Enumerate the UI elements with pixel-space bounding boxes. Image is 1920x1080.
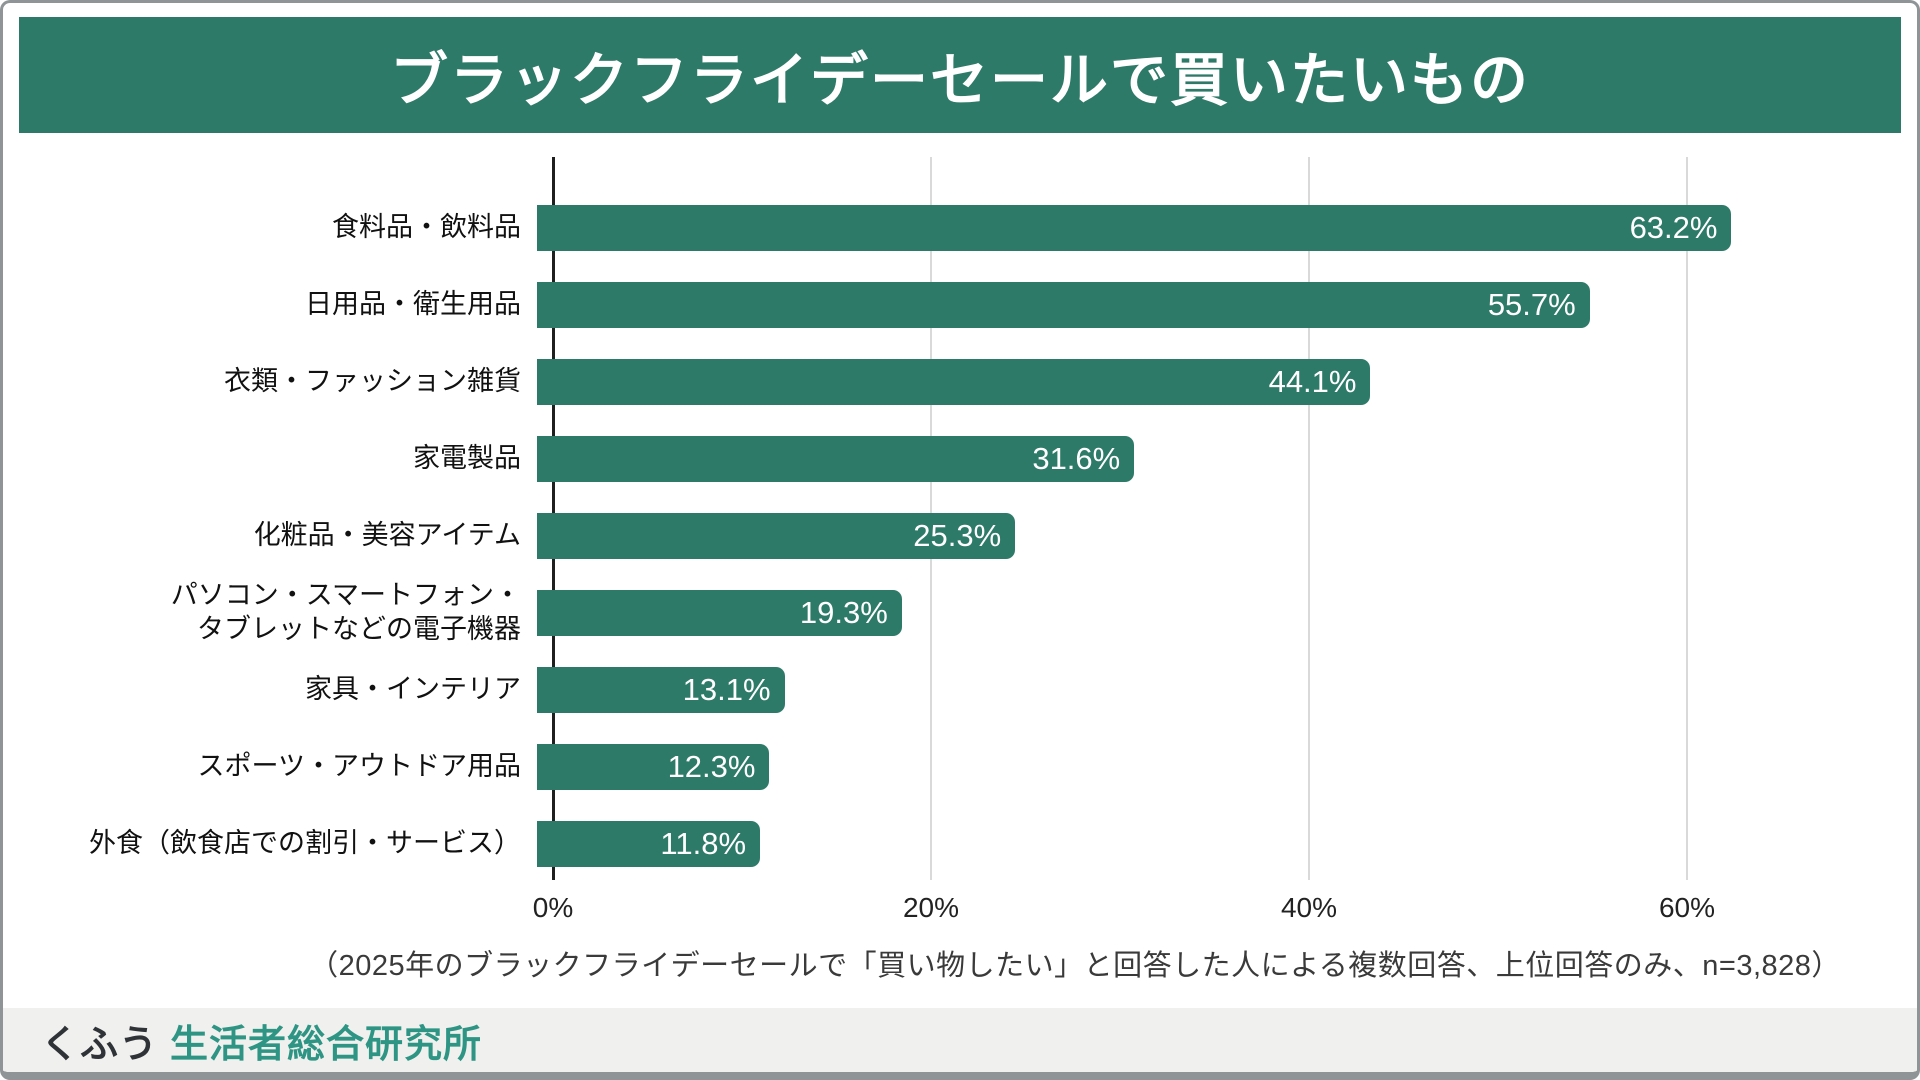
bar-row: 外食（飲食店での割引・サービス） 11.8%: [3, 805, 1917, 882]
value-label: 19.3%: [799, 594, 888, 630]
title-banner: ブラックフライデーセールで買いたいもの: [19, 17, 1901, 133]
category-label: パソコン・スマートフォン・ タブレットなどの電子機器: [170, 579, 521, 644]
bar: 31.6%: [537, 435, 1135, 482]
bar: 12.3%: [537, 743, 770, 790]
value-label: 31.6%: [1032, 440, 1121, 476]
category-label: 日用品・衛生用品: [305, 288, 521, 319]
page-title: ブラックフライデーセールで買いたいもの: [389, 48, 1530, 113]
category-label: 家具・インテリア: [305, 673, 521, 704]
bar: 44.1%: [537, 358, 1371, 405]
bar: 19.3%: [537, 589, 902, 636]
category-label: 食料品・飲料品: [332, 211, 521, 242]
bar-track: 11.8%: [537, 820, 1917, 867]
bar: 13.1%: [537, 666, 785, 713]
bar: 55.7%: [537, 281, 1590, 328]
value-label: 44.1%: [1268, 363, 1357, 399]
bar-track: 44.1%: [537, 358, 1917, 405]
value-label: 12.3%: [667, 748, 756, 784]
bar-track: 63.2%: [537, 204, 1917, 251]
x-tick-60: 60%: [1658, 892, 1716, 923]
bar-track: 31.6%: [537, 435, 1917, 482]
bar: 25.3%: [537, 512, 1016, 559]
footer-bar: くふう 生活者総合研究所: [3, 1008, 1917, 1072]
bar-track: 12.3%: [537, 743, 1917, 790]
value-label: 25.3%: [913, 517, 1002, 553]
x-axis-ticks: 0% 20% 40% 60%: [3, 880, 1917, 932]
x-tick-20: 20%: [902, 892, 960, 923]
value-label: 13.1%: [682, 671, 771, 707]
bar-row: スポーツ・アウトドア用品 12.3%: [3, 728, 1917, 805]
bar: 63.2%: [537, 204, 1732, 251]
gridline-40: [1308, 157, 1310, 880]
bar-row: 食料品・飲料品 63.2%: [3, 189, 1917, 266]
bar-row: 化粧品・美容アイテム 25.3%: [3, 497, 1917, 574]
x-tick-40: 40%: [1280, 892, 1338, 923]
survey-footnote: （2025年のブラックフライデーセールで「買い物したい」と回答した人による複数回…: [309, 950, 1841, 982]
category-label: スポーツ・アウトドア用品: [197, 750, 521, 781]
gridline-60: [1686, 157, 1688, 880]
category-label: 外食（飲食店での割引・サービス）: [89, 827, 521, 858]
bar-row: 家電製品 31.6%: [3, 420, 1917, 497]
bar-track: 25.3%: [537, 512, 1917, 559]
brand-logo-name: 生活者総合研究所: [170, 1023, 483, 1066]
bar-chart: 食料品・飲料品 63.2% 日用品・衛生用品 55.7% 衣類・ファッション雑貨…: [3, 157, 1917, 880]
bar-rows: 食料品・飲料品 63.2% 日用品・衛生用品 55.7% 衣類・ファッション雑貨…: [3, 189, 1917, 882]
brand-logo-prefix: くふう: [41, 1023, 159, 1066]
bar-track: 19.3%: [537, 589, 1917, 636]
bar-track: 55.7%: [537, 281, 1917, 328]
value-label: 55.7%: [1487, 286, 1576, 322]
bar-row: 家具・インテリア 13.1%: [3, 651, 1917, 728]
bar: 11.8%: [537, 820, 761, 867]
category-label: 化粧品・美容アイテム: [253, 519, 521, 550]
bar-row: 衣類・ファッション雑貨 44.1%: [3, 343, 1917, 420]
category-label: 家電製品: [413, 442, 521, 473]
category-label: 衣類・ファッション雑貨: [224, 365, 521, 396]
x-tick-0: 0%: [532, 892, 574, 923]
bar-track: 13.1%: [537, 666, 1917, 713]
bar-row: 日用品・衛生用品 55.7%: [3, 266, 1917, 343]
bar-row: パソコン・スマートフォン・ タブレットなどの電子機器 19.3%: [3, 574, 1917, 651]
value-label: 63.2%: [1629, 209, 1718, 245]
value-label: 11.8%: [660, 825, 747, 861]
